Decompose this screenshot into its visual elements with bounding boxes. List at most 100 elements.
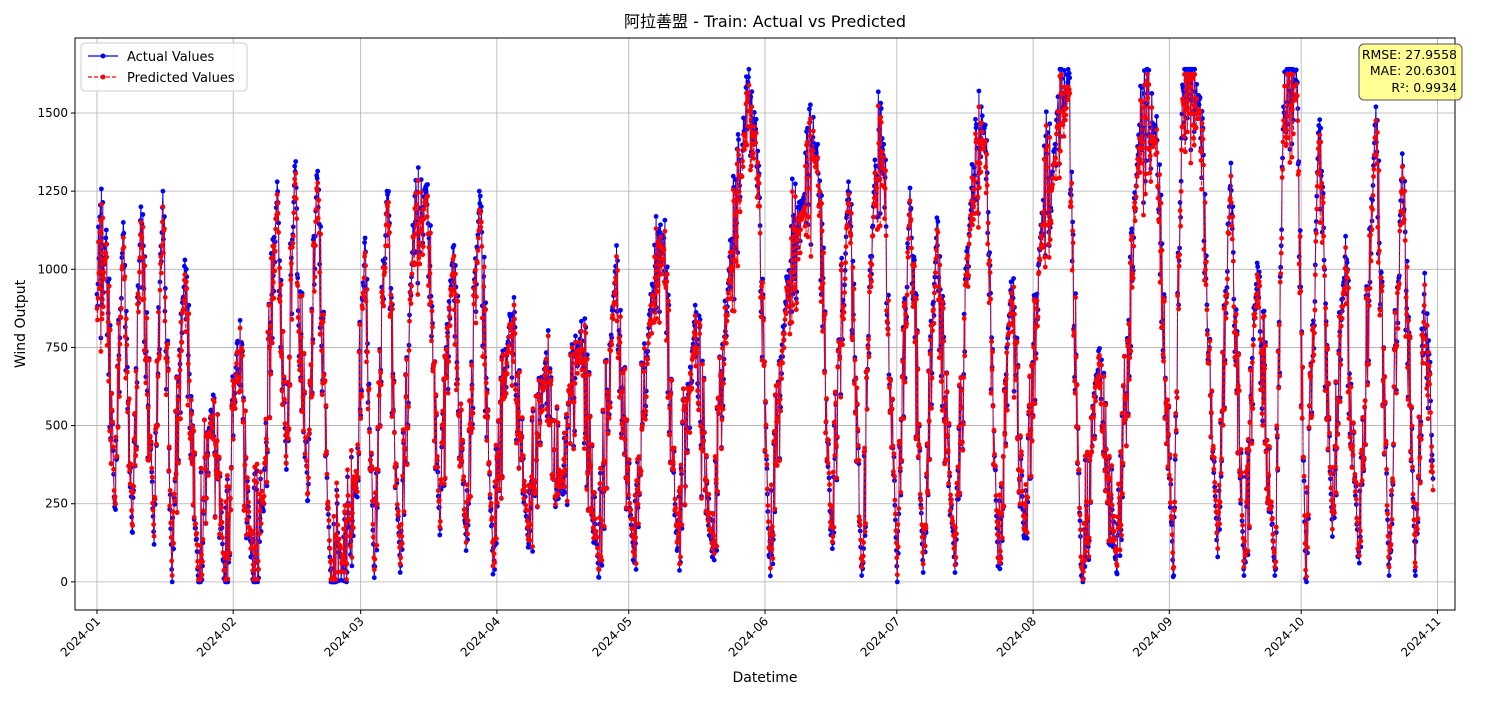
data-point [355, 489, 360, 494]
data-point [1146, 82, 1151, 87]
data-point [983, 139, 988, 144]
data-point [740, 174, 745, 179]
data-point [350, 564, 355, 569]
data-point [157, 353, 162, 358]
data-point [1141, 139, 1146, 144]
data-point [989, 339, 994, 344]
data-point [267, 416, 272, 421]
data-point [525, 519, 530, 524]
data-point [159, 271, 164, 276]
data-point [780, 361, 785, 366]
data-point [376, 467, 381, 472]
data-point [751, 151, 756, 156]
data-point [658, 222, 663, 227]
data-point [972, 178, 977, 183]
data-point [488, 492, 493, 497]
data-point [655, 289, 660, 294]
data-point [409, 301, 414, 306]
data-point [324, 449, 329, 454]
data-point [1192, 67, 1197, 72]
data-point [327, 538, 332, 543]
data-point [551, 477, 556, 482]
data-point [174, 376, 179, 381]
data-point [142, 263, 147, 268]
data-point [446, 391, 451, 396]
data-point [1053, 156, 1058, 161]
data-point [153, 497, 158, 502]
data-point [785, 290, 790, 295]
data-point [299, 335, 304, 340]
data-point [828, 520, 833, 525]
data-point [658, 235, 663, 240]
data-point [1027, 374, 1032, 379]
data-point [277, 266, 282, 271]
data-point [972, 187, 977, 192]
data-point [1020, 469, 1025, 474]
data-point [1136, 165, 1141, 170]
data-point [1098, 381, 1103, 386]
data-point [832, 453, 837, 458]
data-point [1067, 71, 1072, 76]
data-point [460, 446, 465, 451]
data-point [369, 451, 374, 456]
data-point [276, 230, 281, 235]
data-point [1138, 170, 1143, 175]
data-point [1028, 427, 1033, 432]
data-point [97, 271, 102, 276]
data-point [1229, 161, 1234, 166]
data-point [679, 468, 684, 473]
data-point [883, 186, 888, 191]
data-point [645, 361, 650, 366]
data-point [1046, 242, 1051, 247]
data-point [306, 498, 311, 503]
data-point [356, 475, 361, 480]
data-point [633, 493, 638, 498]
data-point [790, 177, 795, 182]
data-point [458, 463, 463, 468]
data-point [918, 498, 923, 503]
data-point [452, 243, 457, 248]
data-point [374, 543, 379, 548]
data-point [398, 570, 403, 575]
data-point [1425, 311, 1430, 316]
data-point [551, 472, 556, 477]
data-point [1077, 506, 1082, 511]
data-point [1090, 444, 1095, 449]
data-point [482, 255, 487, 260]
data-point [301, 395, 306, 400]
data-point [226, 557, 231, 562]
data-point [254, 480, 259, 485]
data-point [170, 509, 175, 514]
data-point [315, 188, 320, 193]
data-point [953, 563, 958, 568]
data-point [288, 277, 293, 282]
data-point [770, 556, 775, 561]
data-point [721, 407, 726, 412]
data-point [1057, 175, 1062, 180]
data-point [852, 287, 857, 292]
data-point [347, 517, 352, 522]
data-point [348, 544, 353, 549]
data-point [1005, 342, 1010, 347]
data-point [836, 349, 841, 354]
data-point [869, 284, 874, 289]
data-point [819, 201, 824, 206]
data-point [998, 560, 1003, 565]
data-point [928, 352, 933, 357]
data-point [881, 155, 886, 160]
data-point [1002, 432, 1007, 437]
data-point [204, 496, 209, 501]
data-point [632, 553, 637, 558]
data-point [1242, 573, 1247, 578]
data-point [495, 454, 500, 459]
data-point [664, 279, 669, 284]
data-point [292, 164, 297, 169]
data-point [290, 245, 295, 250]
data-point [898, 490, 903, 495]
data-point [874, 203, 879, 208]
data-point [130, 523, 135, 528]
data-point [1087, 458, 1092, 463]
data-point [528, 522, 533, 527]
data-point [510, 383, 515, 388]
data-point [103, 251, 108, 256]
